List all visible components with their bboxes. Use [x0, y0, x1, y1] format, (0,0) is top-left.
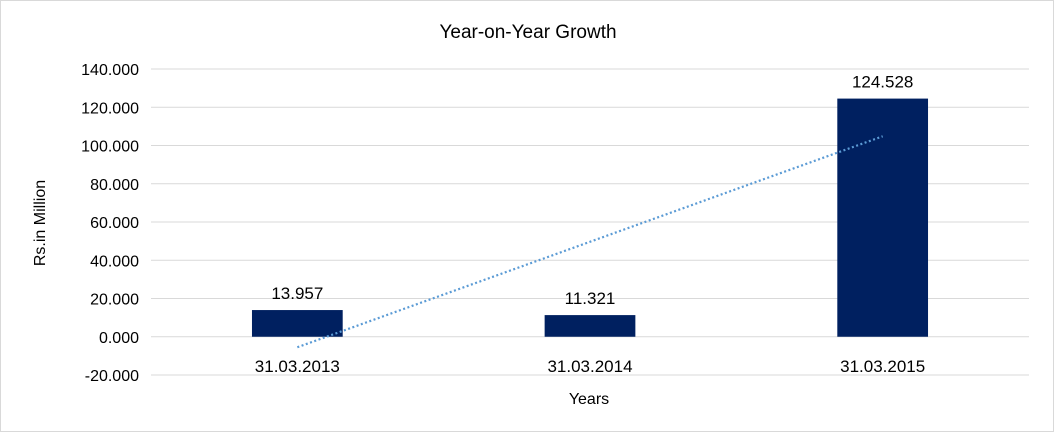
trendline: [296, 135, 884, 349]
y-tick-label: 60.000: [90, 215, 139, 232]
data-labels: 13.957 11.321 124.528: [271, 73, 913, 309]
bar: [837, 98, 929, 337]
x-category-label: 31.03.2015: [840, 357, 925, 376]
data-label: 124.528: [852, 73, 913, 92]
bar: [544, 315, 636, 337]
y-tick-label: 20.000: [90, 292, 139, 309]
x-category-label: 31.03.2013: [255, 357, 340, 376]
x-axis-categories: 31.03.2013 31.03.2014 31.03.2015: [255, 357, 925, 376]
y-tick-label: 100.000: [81, 139, 139, 156]
y-tick-label: -20.000: [85, 368, 139, 385]
x-category-label: 31.03.2014: [547, 357, 632, 376]
bar: [251, 310, 343, 337]
y-axis-ticks: -20.000 0.000 20.000 40.000 60.000 80.000 100.…: [81, 62, 139, 385]
data-label: 11.321: [565, 289, 616, 308]
y-tick-label: 140.000: [81, 62, 139, 79]
chart-title: Year-on-Year Growth: [439, 22, 616, 43]
y-tick-label: 120.000: [81, 100, 139, 117]
y-tick-label: 0.000: [99, 330, 139, 347]
data-label: 13.957: [271, 284, 323, 303]
y-tick-label: 40.000: [90, 253, 139, 270]
y-tick-label: 80.000: [90, 177, 139, 194]
y-axis-title: Rs.in Million: [32, 180, 49, 266]
x-axis-title: Years: [569, 391, 609, 408]
trendline-group: [296, 135, 884, 349]
bars: [251, 98, 929, 337]
